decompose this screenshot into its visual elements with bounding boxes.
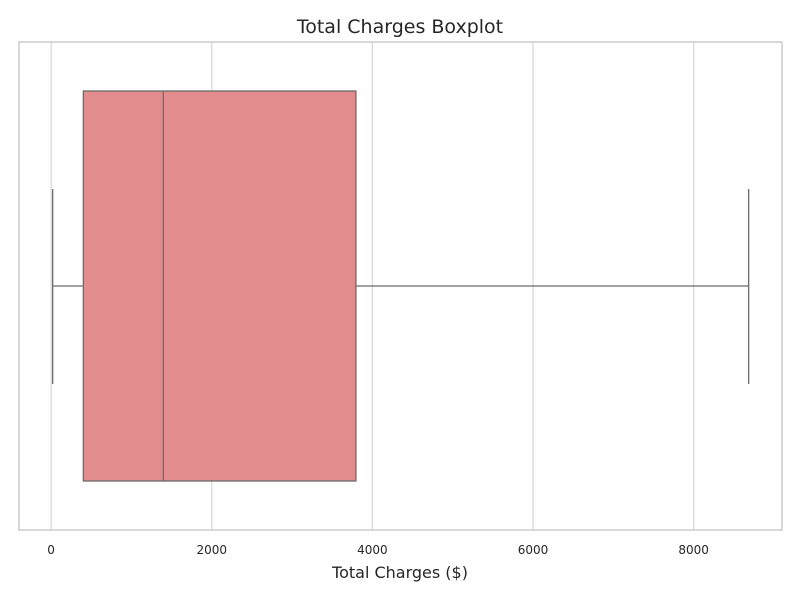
interquartile-box [82,90,357,482]
x-tick-label-6000: 6000 [518,543,549,557]
x-tick-label-0: 0 [47,543,55,557]
chart-title: Total Charges Boxplot [296,16,503,38]
plot-frame [18,41,783,531]
x-tick-label-4000: 4000 [357,543,388,557]
x-axis-label: Total Charges ($) [331,563,468,582]
box-layer [52,90,750,482]
x-tick-label-2000: 2000 [196,543,227,557]
tick-layer: 0 2000 4000 6000 8000 [47,543,709,557]
x-tick-label-8000: 8000 [678,543,709,557]
